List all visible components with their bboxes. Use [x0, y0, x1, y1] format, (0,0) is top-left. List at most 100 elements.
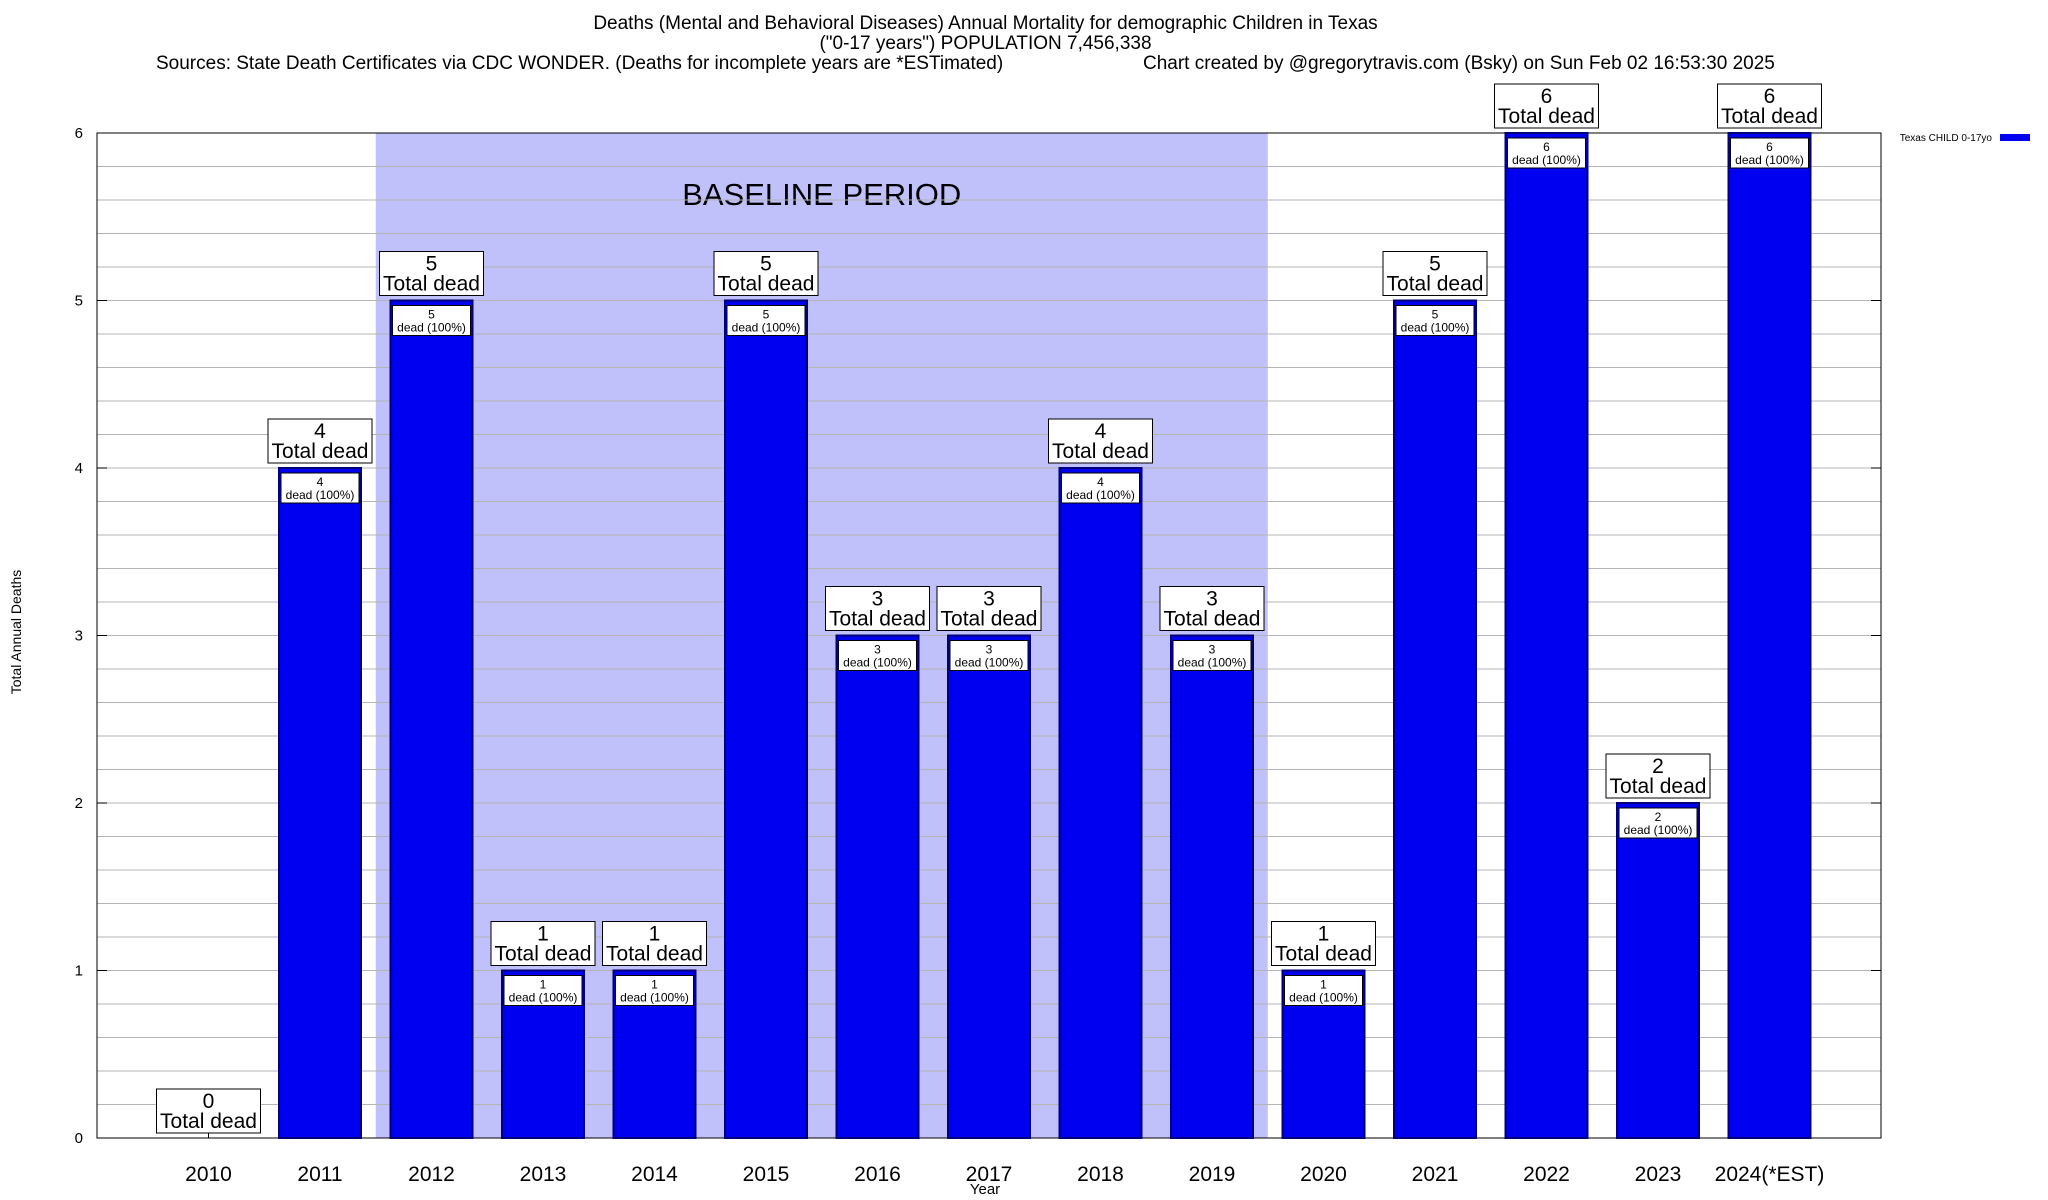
total-label-text: Total dead — [1387, 273, 1484, 296]
bar-inner-label: dead (100%) — [1624, 823, 1693, 837]
total-label-text: Total dead — [1052, 440, 1149, 463]
bar-2018 — [1058, 467, 1143, 1139]
bar-2012 — [389, 299, 474, 1139]
total-label-value: 1 — [1318, 923, 1330, 946]
total-label-text: Total dead — [941, 608, 1038, 631]
y-tick-label: 4 — [75, 460, 83, 477]
bar-inner-value: 1 — [1320, 978, 1327, 992]
total-label-box — [825, 586, 930, 631]
bar-inner-value: 5 — [428, 308, 435, 322]
total-label-box — [713, 251, 819, 296]
x-tick-label: 2017 — [966, 1163, 1013, 1186]
sources-note: Sources: State Death Certificates via CD… — [156, 53, 1004, 74]
x-tick-label: 2013 — [520, 1163, 567, 1186]
x-tick-label: 2014 — [631, 1163, 678, 1186]
total-label-text: Total dead — [829, 608, 926, 631]
bar-inner-label: dead (100%) — [1401, 321, 1470, 335]
bar-inner-value: 4 — [317, 475, 324, 489]
bar-2015 — [724, 299, 808, 1139]
bar-inner-label: dead (100%) — [732, 321, 801, 335]
bar-inner-label: dead (100%) — [1289, 991, 1358, 1005]
chart-subtitle: ("0-17 years") POPULATION 7,456,338 — [819, 33, 1152, 54]
bar-2011 — [278, 467, 362, 1139]
total-label-text: Total dead — [1275, 943, 1372, 966]
total-label-value: 5 — [1429, 253, 1441, 276]
x-tick-label: 2024(*EST) — [1715, 1163, 1825, 1186]
bar-inner-label-box — [503, 975, 583, 1006]
total-label-value: 6 — [1541, 85, 1553, 108]
total-label-value: 6 — [1764, 85, 1776, 108]
y-tick-label: 6 — [75, 125, 83, 142]
total-label-value: 1 — [537, 923, 549, 946]
bar-inner-label: dead (100%) — [1178, 656, 1247, 670]
total-label-text: Total dead — [272, 440, 369, 463]
bar-inner-label-box — [726, 305, 806, 336]
x-tick-label: 2019 — [1189, 1163, 1236, 1186]
total-label-box — [936, 586, 1042, 631]
bar-inner-label: dead (100%) — [620, 991, 689, 1005]
legend-swatch — [2000, 134, 2030, 141]
bar-inner-label: dead (100%) — [955, 656, 1024, 670]
bar-inner-label-box — [1172, 640, 1252, 671]
x-tick-label: 2018 — [1077, 1163, 1124, 1186]
bar-2021 — [1393, 299, 1477, 1139]
total-label-value: 0 — [203, 1090, 215, 1113]
bar-inner-value: 1 — [651, 978, 658, 992]
bar-inner-label: dead (100%) — [1066, 488, 1135, 502]
bar-inner-value: 4 — [1097, 475, 1104, 489]
baseline-period-label: BASELINE PERIOD — [682, 177, 961, 212]
bar-inner-label-box — [1395, 305, 1475, 336]
total-label-box — [156, 1088, 261, 1134]
bar-inner-value: 5 — [1432, 308, 1439, 322]
chart-credit: Chart created by @gregorytravis.com (Bsk… — [1143, 53, 1775, 74]
bar-inner-value: 3 — [986, 643, 993, 657]
total-label-text: Total dead — [1721, 105, 1818, 128]
total-label-box — [602, 921, 707, 966]
total-label-value: 5 — [426, 253, 438, 276]
total-label-value: 2 — [1652, 755, 1664, 778]
bar-2023 — [1616, 802, 1700, 1139]
bar-inner-label: dead (100%) — [509, 991, 578, 1005]
total-label-value: 3 — [983, 588, 995, 611]
x-tick-label: 2023 — [1635, 1163, 1682, 1186]
bar-2019 — [1170, 634, 1254, 1139]
x-tick-label: 2020 — [1300, 1163, 1347, 1186]
bar-inner-label: dead (100%) — [397, 321, 466, 335]
total-label-value: 3 — [1206, 588, 1218, 611]
bar-inner-label-box — [838, 640, 917, 671]
y-tick-label: 2 — [75, 795, 83, 812]
total-label-box — [490, 921, 596, 966]
bar-inner-value: 6 — [1766, 140, 1773, 154]
total-label-value: 1 — [649, 923, 661, 946]
x-tick-label: 2011 — [297, 1163, 342, 1186]
y-tick-label: 1 — [75, 963, 83, 980]
bar-inner-label-box — [1061, 472, 1140, 504]
bar-inner-value: 1 — [540, 978, 547, 992]
total-label-box — [1048, 418, 1153, 464]
total-label-box — [1159, 586, 1265, 631]
bar-inner-label-box — [615, 975, 694, 1006]
total-label-box — [1717, 83, 1822, 129]
bar-inner-label-box — [1284, 975, 1363, 1006]
x-tick-label: 2021 — [1412, 1163, 1459, 1186]
bar-inner-label: dead (100%) — [286, 488, 355, 502]
x-tick-label: 2012 — [408, 1163, 455, 1186]
bar-2017 — [947, 634, 1031, 1139]
total-label-box — [1382, 251, 1488, 296]
bar-inner-value: 5 — [763, 308, 770, 322]
total-label-box — [267, 418, 373, 464]
bar-inner-value: 3 — [1209, 643, 1216, 657]
total-label-value: 5 — [760, 253, 772, 276]
y-tick-label: 5 — [75, 293, 83, 310]
total-label-box — [1494, 83, 1599, 129]
bar-2024(*EST) — [1727, 132, 1812, 1139]
bar-2022 — [1504, 132, 1589, 1139]
total-label-box — [1271, 921, 1376, 966]
bar-inner-label-box — [392, 305, 471, 336]
x-axis-label: Year — [969, 1181, 1001, 1198]
total-label-text: Total dead — [495, 943, 592, 966]
bar-2016 — [835, 634, 920, 1139]
total-label-box — [1605, 753, 1711, 799]
bar-inner-label: dead (100%) — [843, 656, 912, 670]
